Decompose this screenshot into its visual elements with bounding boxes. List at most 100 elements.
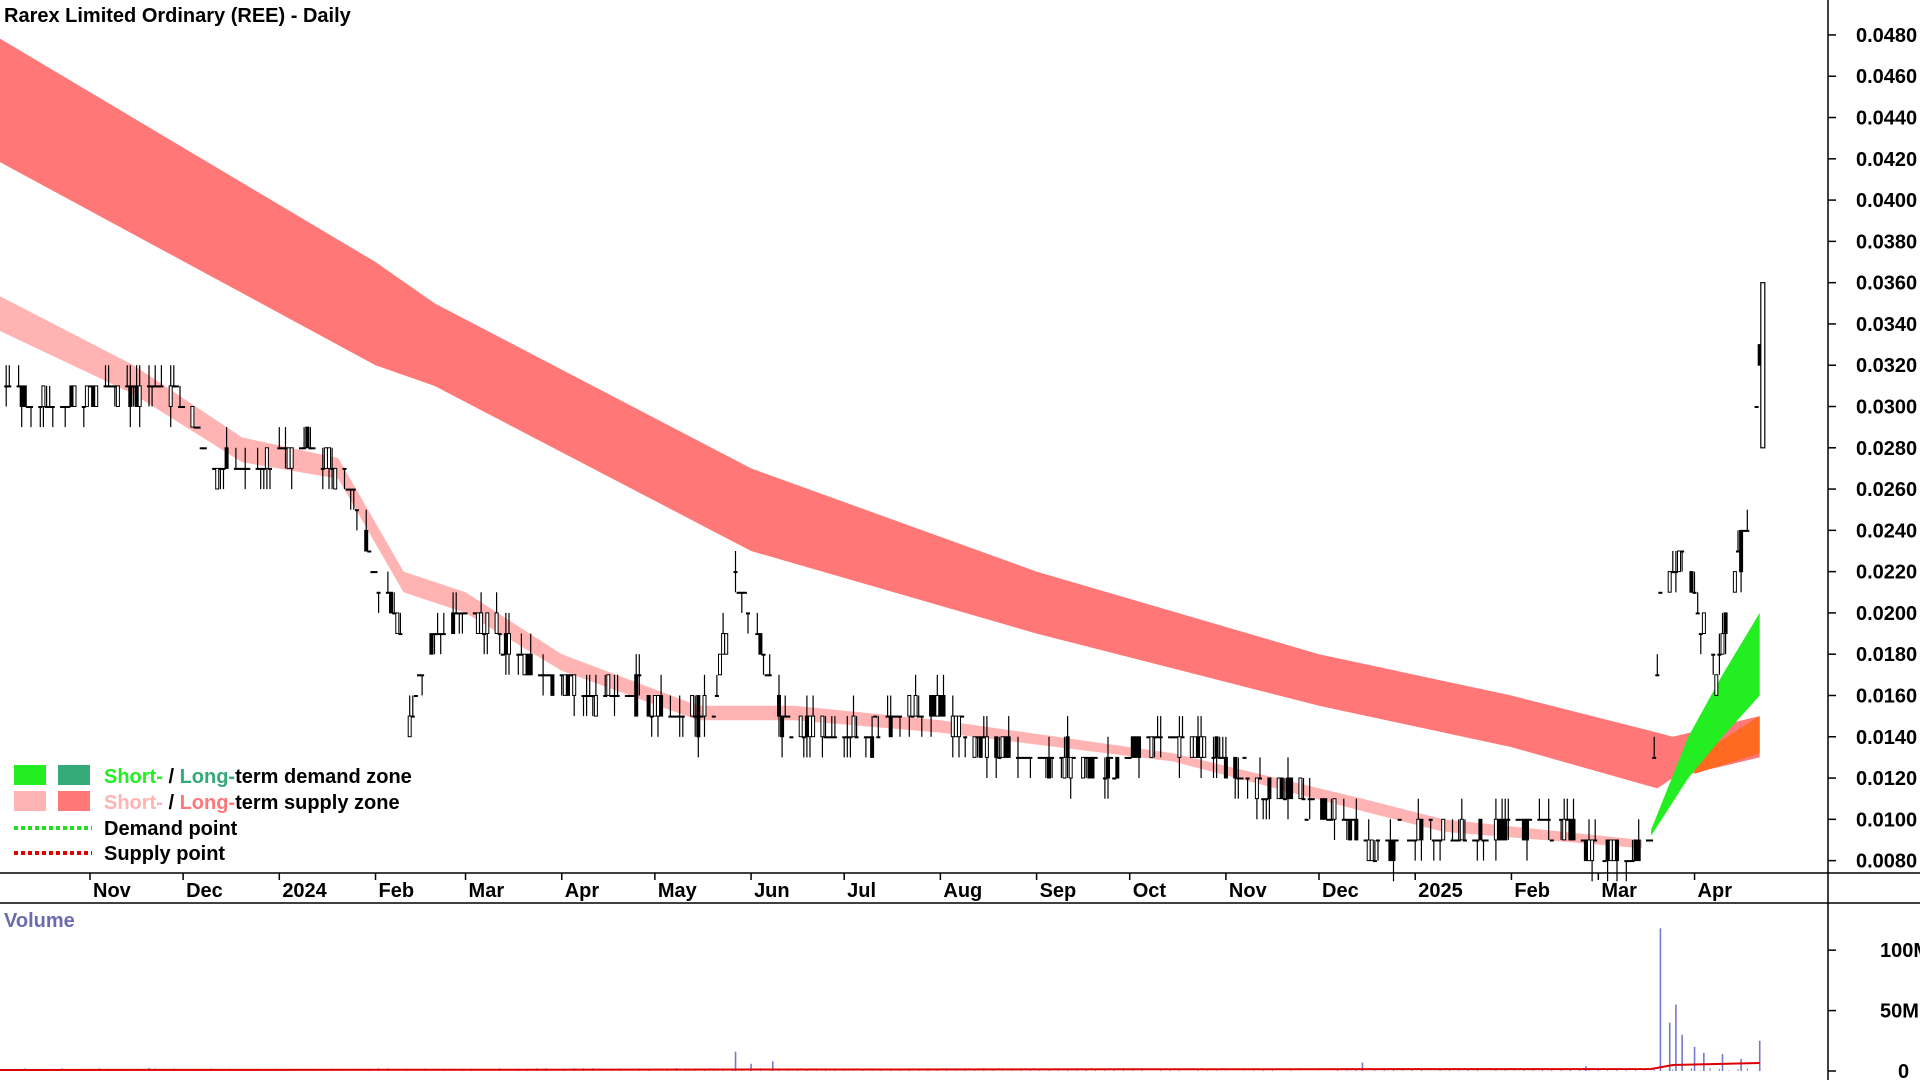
candle [1369, 839, 1374, 862]
price-axis: 0.0080 0.0100 0.0120 0.0140 0.0160 0.0180 0.02… [1828, 25, 1917, 873]
candle [240, 467, 245, 470]
legend-demand-text: term demand zone [235, 766, 412, 788]
candle [398, 612, 403, 636]
candle [898, 715, 902, 737]
candle-body [196, 426, 201, 429]
candle-body [798, 715, 803, 738]
candle [584, 674, 589, 717]
candle [367, 550, 372, 553]
candle [1506, 798, 1511, 840]
candle [832, 716, 837, 739]
candle [299, 447, 303, 450]
price-tick-label: 0.0320 [1856, 355, 1917, 377]
candle-body [1050, 756, 1055, 759]
candle [1344, 818, 1349, 840]
price-tick-label: 0.0180 [1856, 644, 1917, 666]
candle [168, 365, 173, 428]
candle [919, 715, 924, 737]
candle [246, 467, 251, 470]
candle [826, 736, 831, 739]
candle [333, 467, 338, 490]
candle-body [1081, 756, 1086, 779]
candle-body [1106, 756, 1110, 779]
candle [159, 365, 164, 388]
candle [975, 736, 980, 758]
candle [1428, 818, 1433, 840]
candle-body [1217, 756, 1222, 759]
candle [460, 612, 465, 634]
candle-body [1714, 674, 1719, 696]
short-demand-swatch [14, 765, 46, 785]
candle [767, 654, 772, 677]
candle-body [1562, 818, 1567, 841]
price-tick-label: 0.0140 [1856, 727, 1917, 749]
candle-body [711, 715, 716, 718]
candle-body [1112, 777, 1117, 780]
candle-body [479, 612, 484, 635]
candle-body [516, 653, 521, 656]
candle [320, 447, 325, 490]
candle-body [370, 571, 375, 574]
candle-body [870, 736, 875, 758]
candle-body [544, 674, 549, 677]
candle [1562, 798, 1567, 841]
long-supply-swatch [58, 791, 90, 811]
candle [66, 406, 71, 408]
candle-body [376, 591, 381, 594]
candle [1307, 778, 1312, 820]
candle [112, 385, 117, 407]
candle-body [109, 385, 114, 388]
candle-body [1568, 818, 1573, 841]
candle [1677, 550, 1681, 573]
candle-body [519, 653, 524, 656]
candle-body [584, 695, 589, 697]
price-tick-label: 0.0160 [1856, 685, 1917, 707]
candle-body [1326, 818, 1331, 821]
candle-body [199, 447, 204, 450]
candle [544, 674, 549, 677]
candle [1615, 839, 1619, 882]
candle-body [264, 447, 269, 469]
candle-body [507, 633, 511, 655]
date-tick-label: Mar [469, 880, 505, 902]
candle [1171, 736, 1176, 739]
candle-body [649, 715, 654, 718]
candle-body [1732, 571, 1737, 593]
candle [63, 406, 68, 428]
candle-body [1711, 653, 1716, 656]
legend-short-label: Short- [104, 766, 163, 788]
candle [1363, 839, 1368, 842]
candle-body [628, 695, 632, 697]
candle-body [1435, 839, 1439, 842]
candle-body [624, 695, 629, 697]
candle-body [820, 715, 825, 738]
candle [873, 715, 878, 718]
candle-body [1416, 818, 1421, 841]
candle [1351, 818, 1356, 821]
candle [1264, 798, 1269, 820]
candle-body [1323, 798, 1328, 820]
legend: Short- / Long-term demand zone Short- / … [14, 765, 412, 865]
candle [624, 695, 629, 697]
candle [1112, 777, 1117, 780]
candle [199, 447, 204, 450]
candle-body [680, 715, 685, 718]
candle [699, 715, 704, 718]
candle-body [1543, 818, 1548, 821]
legend-demand-zone: Short- / Long-term demand zone [104, 766, 412, 788]
candle-body [919, 715, 924, 718]
candle [1543, 818, 1548, 821]
candle [289, 447, 294, 490]
candle-body [302, 447, 307, 450]
price-tick-label: 0.0200 [1856, 603, 1917, 625]
candle-body [472, 612, 477, 615]
candle-body [615, 695, 620, 697]
candle-body [1698, 633, 1703, 636]
candle [432, 633, 437, 655]
candle-body [1385, 839, 1390, 842]
candle [7, 365, 12, 388]
candle [1537, 798, 1542, 821]
candle [746, 612, 750, 634]
date-tick-label: 2025 [1418, 880, 1463, 902]
candle [305, 426, 310, 449]
